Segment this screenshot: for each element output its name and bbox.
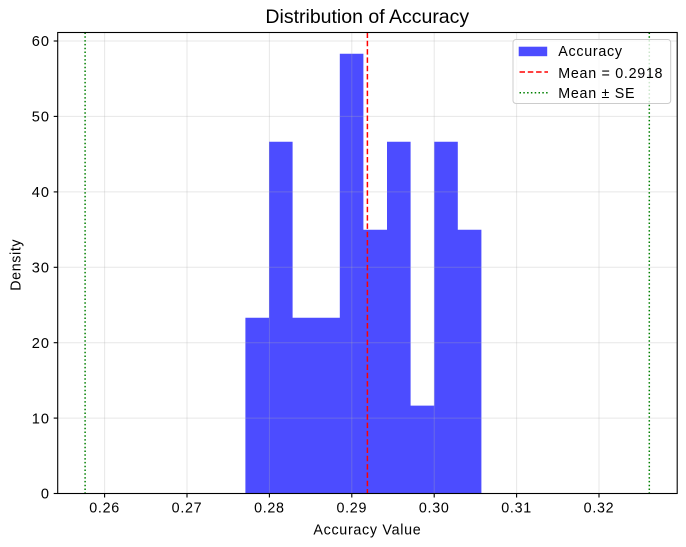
svg-text:Mean ± SE: Mean ± SE bbox=[558, 86, 635, 102]
svg-text:60: 60 bbox=[32, 34, 50, 50]
svg-text:10: 10 bbox=[32, 411, 50, 427]
svg-text:0.28: 0.28 bbox=[254, 501, 285, 517]
svg-text:Mean = 0.2918: Mean = 0.2918 bbox=[558, 66, 663, 82]
svg-text:0: 0 bbox=[41, 487, 50, 503]
svg-text:0.32: 0.32 bbox=[584, 501, 615, 517]
svg-text:0.27: 0.27 bbox=[172, 501, 203, 517]
svg-text:0.29: 0.29 bbox=[336, 501, 367, 517]
svg-text:Distribution of Accuracy: Distribution of Accuracy bbox=[265, 6, 469, 28]
svg-text:40: 40 bbox=[32, 185, 50, 201]
svg-text:Accuracy Value: Accuracy Value bbox=[313, 523, 421, 539]
svg-text:Accuracy: Accuracy bbox=[558, 44, 623, 60]
svg-text:20: 20 bbox=[32, 336, 50, 352]
svg-text:Density: Density bbox=[9, 239, 25, 291]
svg-text:50: 50 bbox=[32, 110, 50, 126]
svg-text:30: 30 bbox=[32, 261, 50, 277]
svg-text:0.26: 0.26 bbox=[89, 501, 120, 517]
svg-text:0.30: 0.30 bbox=[419, 501, 450, 517]
svg-text:0.31: 0.31 bbox=[501, 501, 532, 517]
